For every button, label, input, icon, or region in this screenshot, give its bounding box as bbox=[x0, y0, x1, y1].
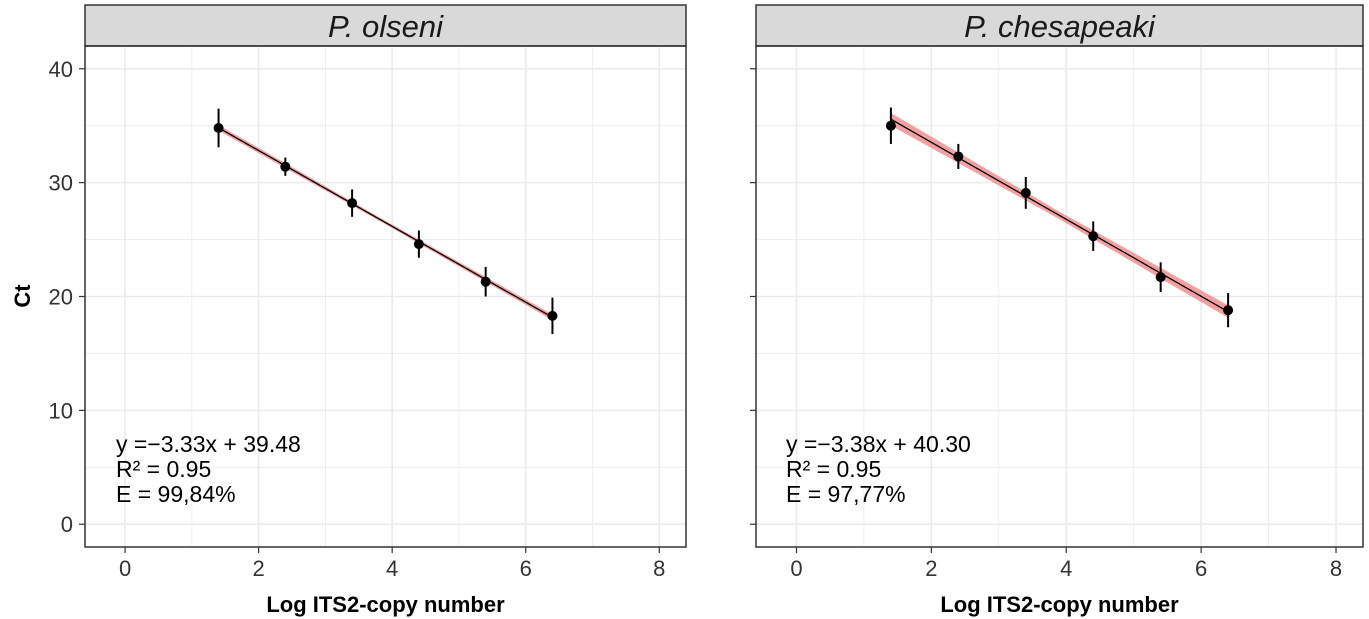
y-tick-label: 30 bbox=[49, 171, 73, 196]
x-tick-label: 4 bbox=[1060, 556, 1072, 581]
x-tick-label: 2 bbox=[252, 556, 264, 581]
x-tick-label: 8 bbox=[1330, 556, 1342, 581]
data-point bbox=[213, 122, 224, 133]
data-point bbox=[480, 276, 491, 287]
x-tick-label: 4 bbox=[386, 556, 398, 581]
x-tick-label: 6 bbox=[1195, 556, 1207, 581]
grid bbox=[85, 46, 686, 547]
data-point bbox=[1088, 231, 1099, 242]
data-points bbox=[213, 122, 558, 321]
data-point bbox=[280, 161, 291, 172]
x-tick-label: 2 bbox=[925, 556, 937, 581]
x-tick-label: 0 bbox=[790, 556, 802, 581]
x-tick-label: 6 bbox=[520, 556, 532, 581]
y-tick-label: 0 bbox=[61, 512, 73, 537]
regression-line bbox=[890, 118, 1229, 313]
data-point bbox=[1223, 305, 1234, 316]
data-point bbox=[1020, 187, 1031, 198]
x-axis-title: Log ITS2-copy number bbox=[940, 592, 1179, 617]
y-tick-label: 20 bbox=[49, 285, 73, 310]
equation-label: y =−3.33x + 39.48 bbox=[116, 431, 301, 457]
fit-line bbox=[218, 127, 553, 318]
r-squared-label: R² = 0.95 bbox=[116, 456, 211, 482]
r-squared-label: R² = 0.95 bbox=[786, 456, 881, 482]
data-points bbox=[885, 120, 1234, 316]
efficiency-label: E = 99,84% bbox=[116, 481, 236, 507]
y-tick-label: 40 bbox=[49, 57, 73, 82]
panel-p-olseni: P. olseni 0 2 4 6 8 0 10 20 30 40 y =−3.33x + 39… bbox=[49, 4, 687, 581]
data-point bbox=[1155, 272, 1166, 283]
y-axis-ticks: 0 10 20 30 40 bbox=[49, 57, 85, 537]
efficiency-label: E = 97,77% bbox=[786, 481, 906, 507]
data-point bbox=[885, 120, 896, 131]
grid bbox=[756, 46, 1363, 547]
data-point bbox=[347, 198, 358, 209]
x-axis-ticks: 0 2 4 6 8 bbox=[119, 547, 665, 581]
y-axis-ticks bbox=[750, 68, 756, 525]
x-axis-title: Log ITS2-copy number bbox=[266, 592, 505, 617]
regression-line bbox=[218, 127, 553, 318]
x-tick-label: 0 bbox=[119, 556, 131, 581]
data-point bbox=[547, 310, 558, 321]
data-point bbox=[953, 151, 964, 162]
x-tick-label: 8 bbox=[653, 556, 665, 581]
y-tick-label: 10 bbox=[49, 398, 73, 423]
x-axis-ticks: 0 2 4 6 8 bbox=[790, 547, 1342, 581]
panel-title: P. olseni bbox=[328, 9, 444, 44]
y-axis-title: Ct bbox=[10, 284, 35, 308]
panel-title: P. chesapeaki bbox=[964, 9, 1156, 44]
fit-line bbox=[890, 118, 1229, 313]
panel-p-chesapeaki: P. chesapeaki 0 2 4 6 8 y =−3.38x + 40.30 R²… bbox=[750, 4, 1364, 581]
equation-label: y =−3.38x + 40.30 bbox=[786, 431, 971, 457]
strip-background bbox=[84, 4, 687, 47]
data-point bbox=[413, 239, 424, 250]
strip-background bbox=[755, 4, 1364, 47]
